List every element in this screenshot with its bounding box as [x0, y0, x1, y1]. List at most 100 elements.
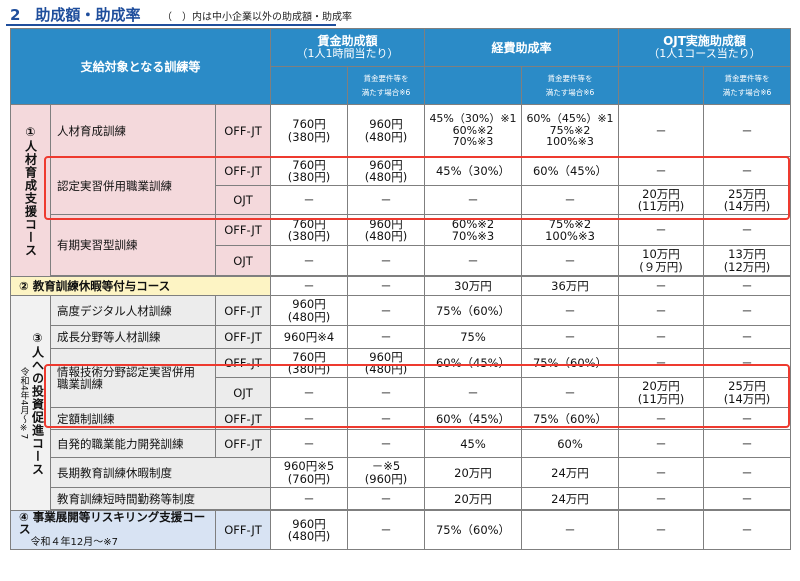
header-wage-cond: 賃金要件等を 満たす場合※6 — [347, 66, 425, 105]
wage-cond: － — [347, 245, 425, 276]
wage-cond: － — [347, 487, 425, 510]
ojt-normal: 10万円 (９万円) — [618, 245, 704, 276]
expense-normal: 75% — [424, 325, 522, 349]
ojt-cond: － — [703, 348, 791, 378]
wage-normal: 960円※5 (760円) — [270, 457, 348, 488]
row-name: 長期教育訓練休暇制度 — [50, 457, 271, 488]
table-row: 定額制訓練 OFF-JT － － 60%（45%） 75%（60%） － － — [11, 407, 791, 430]
wage-cond: 960円 (480円) — [347, 104, 425, 157]
header-wage: 賃金助成額 （1人1時間当たり） — [270, 28, 425, 67]
row-name: 高度デジタル人材訓練 — [50, 295, 216, 326]
ojt-normal: － — [618, 510, 704, 550]
expense-cond: 24万円 — [521, 457, 619, 488]
header-expense-cond: 賃金要件等を 満たす場合※6 — [521, 66, 619, 105]
ojt-normal: － — [618, 214, 704, 246]
row-type: OFF-JT — [215, 156, 271, 186]
table-row: 情報技術分野認定実習併用 職業訓練 OFF-JT 760円 (380円) 960円(… — [11, 348, 791, 408]
wage-cond: － — [347, 377, 425, 408]
expense-cond: － — [521, 245, 619, 276]
table-row: OJT － － － － 10万円 (９万円) 13万円 (12万円) — [11, 245, 791, 276]
wage-normal: － — [270, 245, 348, 276]
table-row: ② 教育訓練休暇等付与コース － － 30万円 36万円 － － — [10, 276, 791, 296]
wage-cond: － — [347, 510, 425, 550]
row-type: OFF-JT — [215, 348, 271, 378]
ojt-cond: － — [703, 156, 791, 186]
ojt-cond: － — [703, 104, 791, 157]
row-type: OJT — [215, 185, 271, 215]
expense-cond: 75%※2 100%※3 — [521, 214, 619, 246]
header-expense: 経費助成率 — [424, 28, 619, 67]
ojt-normal: － — [618, 295, 704, 326]
wage-cond: 960円 (480円) — [347, 348, 425, 378]
section-3-sub: 令和4年4月〜※7 — [18, 366, 29, 440]
expense-cond: 36万円 — [521, 276, 619, 296]
wage-normal: 960円 (480円) — [270, 295, 348, 326]
ojt-normal: － — [618, 429, 704, 458]
ojt-cond: 13万円 (12万円) — [703, 245, 791, 276]
expense-cond: － — [521, 295, 619, 326]
title-underline — [6, 24, 336, 26]
expense-normal: 60%（45%） — [424, 348, 522, 378]
header-expense-normal — [424, 66, 522, 105]
expense-normal: － — [424, 377, 522, 408]
ojt-cond: － — [703, 510, 791, 550]
header-target: 支給対象となる訓練等 — [10, 28, 271, 105]
section-3-label: ③人への投資促進コース 令和4年4月〜※7 — [10, 295, 51, 511]
row-name: 成長分野等人材訓練 — [50, 325, 216, 349]
expense-normal: 20万円 — [424, 457, 522, 488]
header-ojt-label: OJT実施助成額 — [663, 34, 746, 48]
header-ojt-sub: （1人1コース当たり） — [648, 47, 761, 60]
wage-normal: 960円※4 — [270, 325, 348, 349]
row-type: OFF-JT — [215, 325, 271, 349]
table-row: 成長分野等人材訓練 OFF-JT 960円※4 － 75% － － － — [11, 325, 791, 349]
expense-normal: 20万円 — [424, 487, 522, 510]
row-type: OJT — [215, 245, 271, 276]
row-type: OFF-JT — [215, 510, 271, 550]
expense-normal: 60%※2 70%※3 — [424, 214, 522, 246]
wage-cond: － — [347, 295, 425, 326]
wage-cond: － — [347, 407, 425, 430]
row-type: OFF-JT — [215, 214, 271, 246]
table-row: OJT － － － － 20万円 (11万円) 25万円 (14万円) — [11, 377, 791, 408]
expense-normal: 75%（60%） — [424, 295, 522, 326]
ojt-cond: 25万円 (14万円) — [703, 185, 791, 215]
expense-cond: － — [521, 377, 619, 408]
ojt-cond: － — [703, 325, 791, 349]
table-row: 教育訓練短時間勤務等制度 － － 20万円 24万円 － － — [11, 487, 791, 510]
ojt-cond: － — [703, 487, 791, 510]
ojt-normal: 20万円 (11万円) — [618, 377, 704, 408]
wage-normal: 760円 (380円) — [270, 156, 348, 186]
table-row: 長期教育訓練休暇制度 960円※5 (760円) －※5 (960円) 20万円 2… — [11, 457, 791, 488]
wage-normal: － — [270, 407, 348, 430]
wage-normal: － — [270, 487, 348, 510]
ojt-normal: － — [618, 487, 704, 510]
section-4-label: ④ 事業展開等リスキリング支援コース 令和４年12月〜※7 — [10, 510, 216, 550]
ojt-cond: － — [703, 276, 791, 296]
expense-normal: 30万円 — [424, 276, 522, 296]
expense-normal: 60%（45%） — [424, 407, 522, 430]
ojt-normal: － — [618, 348, 704, 378]
table-row: ③人への投資促進コース 令和4年4月〜※7 高度デジタル人材訓練 OFF-JT 9… — [10, 295, 791, 511]
wage-normal: 760円 (380円) — [270, 214, 348, 246]
expense-cond: － — [521, 325, 619, 349]
row-name: 定額制訓練 — [50, 407, 216, 430]
expense-normal: － — [424, 245, 522, 276]
ojt-cond: － — [703, 214, 791, 246]
ojt-normal: － — [618, 457, 704, 488]
wage-cond: － — [347, 185, 425, 215]
table-row: 認定実習併用職業訓練 OFF-JT 760円 (380円) 960円 (480円) … — [11, 156, 791, 215]
expense-normal: 45%（30%）※1 60%※2 70%※3 — [424, 104, 522, 157]
wage-normal: 760円 (380円) — [270, 104, 348, 157]
ojt-normal: － — [618, 407, 704, 430]
row-name: 人材育成訓練 — [50, 104, 216, 157]
header-wage-normal — [270, 66, 348, 105]
wage-normal: － — [270, 429, 348, 458]
section-4-sub: 令和４年12月〜※7 — [30, 537, 118, 548]
ojt-normal: － — [618, 325, 704, 349]
title-note: （ ）内は中小企業以外の助成額・助成率 — [162, 12, 352, 23]
wage-cond: 960円 (480円) — [347, 156, 425, 186]
expense-cond: 60% — [521, 429, 619, 458]
wage-cond: － — [347, 276, 425, 296]
wage-normal: － — [270, 276, 348, 296]
page-title: 2 助成額・助成率 — [10, 6, 141, 24]
